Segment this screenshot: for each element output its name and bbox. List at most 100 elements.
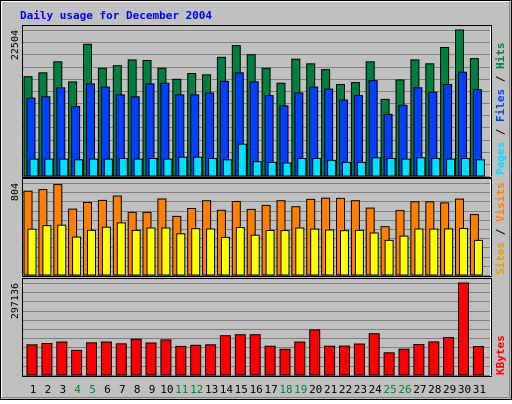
- x-tick-label-6: 6: [104, 383, 111, 396]
- bar-kbytes-day-13: [205, 344, 217, 376]
- bar-sites-day-5: [87, 229, 96, 276]
- legend-files: Files: [494, 89, 507, 122]
- bar-sites-day-11: [176, 233, 186, 276]
- bar-sites-day-30: [459, 228, 468, 276]
- bar-sites-day-12: [191, 228, 201, 276]
- bar-sites-day-31: [473, 239, 483, 276]
- x-tick-label-22: 22: [339, 383, 352, 396]
- bar-pages-day-13: [208, 158, 218, 177]
- bar-sites-day-9: [146, 227, 156, 276]
- bar-pages-day-31: [475, 159, 485, 177]
- bar-sites-day-13: [206, 228, 216, 276]
- x-tick-label-27: 27: [413, 383, 426, 396]
- bar-pages-day-15: [237, 143, 247, 177]
- bar-pages-day-16: [252, 161, 262, 177]
- bar-kbytes-day-17: [264, 345, 276, 376]
- bar-kbytes-day-21: [324, 345, 336, 376]
- bar-pages-day-17: [267, 161, 277, 177]
- bar-kbytes-day-31: [472, 346, 484, 376]
- bar-kbytes-day-29: [443, 337, 455, 376]
- bar-sites-day-29: [444, 228, 454, 276]
- bar-pages-day-2: [44, 158, 54, 177]
- kbytes-legend: KBytes: [494, 335, 507, 375]
- bar-kbytes-day-26: [398, 348, 410, 376]
- x-tick-label-21: 21: [324, 383, 337, 396]
- bar-kbytes-day-19: [294, 341, 306, 376]
- bar-kbytes-day-18: [279, 348, 291, 376]
- bar-sites-day-28: [429, 228, 439, 276]
- bar-pages-day-25: [386, 158, 396, 177]
- bar-kbytes-day-3: [56, 341, 68, 376]
- x-tick-label-8: 8: [134, 383, 141, 396]
- bar-kbytes-day-2: [41, 343, 53, 376]
- bar-pages-day-9: [148, 158, 158, 177]
- x-tick-label-7: 7: [119, 383, 126, 396]
- bar-sites-day-25: [384, 239, 394, 276]
- x-tick-label-20: 20: [309, 383, 322, 396]
- bar-pages-day-12: [193, 156, 203, 177]
- bar-pages-day-24: [371, 157, 381, 177]
- visits-legend: Sites / Visits: [494, 182, 507, 275]
- x-tick-label-15: 15: [235, 383, 248, 396]
- bar-pages-day-1: [29, 158, 39, 177]
- bar-sites-day-16: [250, 234, 260, 276]
- bar-sites-day-26: [399, 235, 409, 276]
- bar-sites-day-3: [57, 224, 67, 276]
- bar-kbytes-day-10: [160, 339, 172, 376]
- bar-sites-day-21: [325, 229, 335, 276]
- bar-sites-day-8: [131, 229, 141, 276]
- bar-sites-day-6: [101, 226, 111, 276]
- x-axis-labels: 1 2 3 4 5 6 7 8 9 10 11 12 13 14 15 16 17 18 19 20 21 22 23 24 2…: [30, 383, 486, 396]
- bar-pages-day-27: [416, 157, 426, 177]
- bar-kbytes-day-9: [145, 342, 157, 376]
- visits-max-label: 804: [10, 183, 21, 201]
- x-tick-label-9: 9: [149, 383, 156, 396]
- bar-kbytes-day-14: [219, 335, 231, 376]
- legend-hits: Hits: [494, 43, 507, 70]
- x-tick-label-10: 10: [160, 383, 173, 396]
- bar-pages-day-3: [59, 158, 69, 177]
- bar-kbytes-day-12: [190, 344, 202, 376]
- x-tick-label-11: 11: [175, 383, 188, 396]
- x-tick-label-31: 31: [473, 383, 486, 396]
- bar-kbytes-day-6: [100, 341, 112, 376]
- x-tick-label-29: 29: [443, 383, 456, 396]
- bar-kbytes-day-28: [428, 341, 440, 376]
- bar-sites-day-18: [280, 230, 290, 276]
- bar-pages-day-21: [327, 159, 337, 177]
- bar-sites-day-17: [265, 230, 275, 276]
- bar-pages-day-11: [178, 156, 188, 177]
- bar-kbytes-day-1: [26, 344, 38, 376]
- kbytes-max-label: 297136: [10, 283, 21, 319]
- bar-pages-day-29: [446, 158, 456, 177]
- bar-pages-day-8: [133, 158, 143, 177]
- x-tick-label-13: 13: [205, 383, 218, 396]
- legend-visits: Visits: [494, 182, 507, 222]
- x-tick-label-28: 28: [428, 383, 441, 396]
- bar-pages-day-4: [74, 159, 84, 177]
- legend-sep-3: /: [494, 222, 507, 242]
- bar-sites-day-2: [42, 225, 52, 276]
- x-tick-label-25: 25: [383, 383, 396, 396]
- legend-sites: Sites: [494, 242, 507, 275]
- bar-kbytes-day-20: [309, 329, 321, 376]
- bar-kbytes-day-30: [458, 282, 469, 376]
- x-tick-label-30: 30: [458, 383, 471, 396]
- bar-kbytes-day-27: [413, 344, 425, 376]
- bar-sites-day-19: [295, 227, 305, 276]
- bars-layer: [23, 29, 485, 376]
- bar-sites-day-1: [27, 228, 37, 276]
- legend-sep-1: /: [494, 122, 507, 142]
- x-tick-label-12: 12: [190, 383, 203, 396]
- bar-sites-day-15: [235, 227, 245, 276]
- x-tick-label-26: 26: [398, 383, 411, 396]
- legend-kbytes: KBytes: [494, 335, 507, 375]
- bar-kbytes-day-25: [383, 352, 395, 376]
- bar-kbytes-day-22: [339, 345, 350, 376]
- bar-pages-day-20: [312, 158, 322, 177]
- x-tick-label-14: 14: [220, 383, 234, 396]
- bar-pages-day-14: [222, 159, 232, 177]
- bar-kbytes-day-23: [353, 343, 365, 376]
